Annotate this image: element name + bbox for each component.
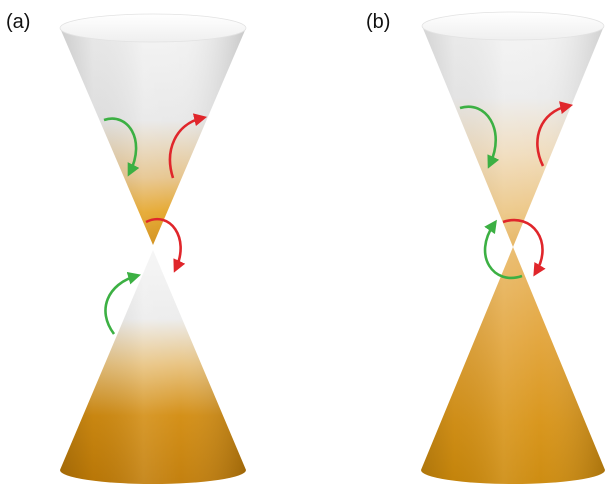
panel-a-red-arrow-gap — [145, 217, 186, 273]
panel-a-lower-cone — [60, 250, 246, 484]
panel-b-upper-cone — [421, 11, 605, 247]
panel-b-red-arrow-node — [502, 218, 546, 277]
panel-b — [421, 11, 605, 484]
panel-label-b: (b) — [366, 11, 391, 33]
panel-label-a: (a) — [6, 11, 31, 33]
panel-a — [59, 13, 247, 484]
panel-b-lower-cone — [421, 247, 605, 484]
panel-a-green-arrow-upper — [103, 117, 140, 177]
panel-a-red-arrow-upper — [168, 113, 208, 179]
panel-a-green-arrow-lower — [104, 271, 141, 335]
panel-b-green-arrow-node — [483, 219, 523, 280]
panel-b-red-arrow-upper — [536, 101, 574, 167]
panel-a-upper-cone — [59, 13, 247, 245]
panel-b-green-arrow-upper — [459, 105, 500, 169]
